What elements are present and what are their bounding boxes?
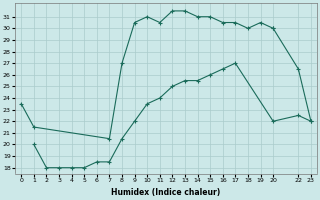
- X-axis label: Humidex (Indice chaleur): Humidex (Indice chaleur): [111, 188, 221, 197]
